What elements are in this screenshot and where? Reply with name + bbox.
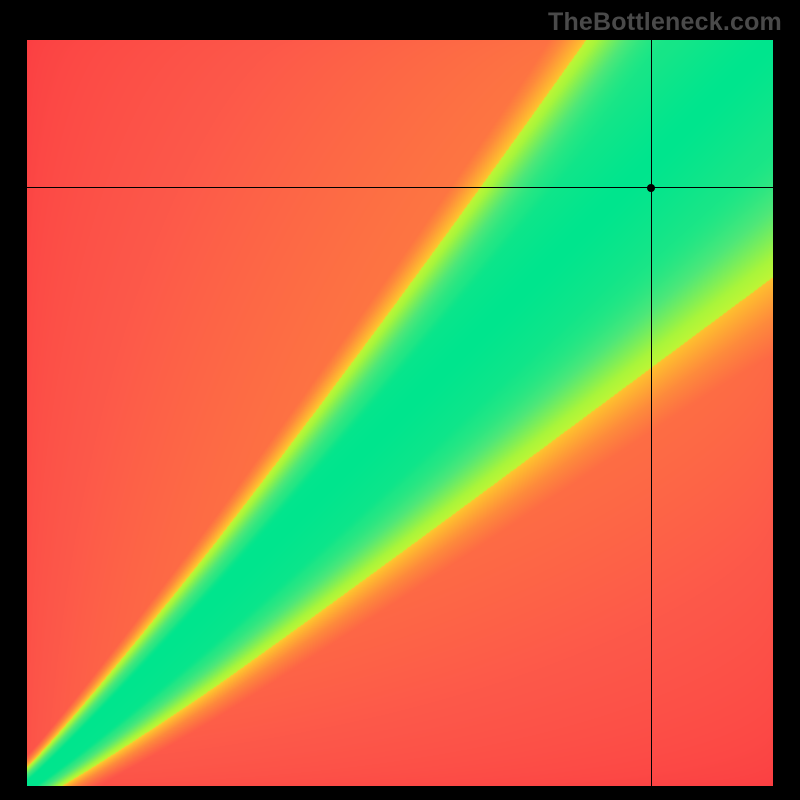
chart-container: TheBottleneck.com bbox=[0, 0, 800, 800]
crosshair-horizontal bbox=[27, 187, 773, 189]
crosshair-vertical bbox=[651, 40, 653, 786]
crosshair-marker bbox=[647, 184, 655, 192]
plot-area bbox=[27, 40, 773, 786]
heatmap-canvas bbox=[27, 40, 773, 786]
watermark-text: TheBottleneck.com bbox=[548, 8, 782, 37]
